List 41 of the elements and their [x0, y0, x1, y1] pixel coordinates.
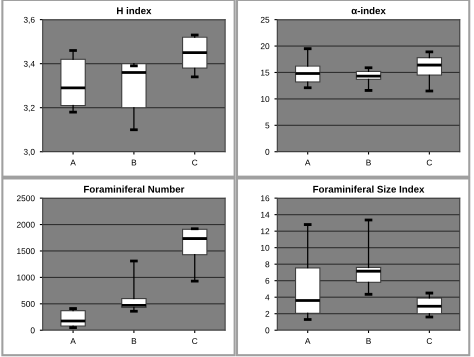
- y-tick-label: 10: [261, 96, 270, 102]
- y-tick-label: 16: [261, 195, 270, 202]
- y-tick-label: 3,0: [24, 148, 35, 156]
- y-tick-label: 3,2: [24, 104, 35, 112]
- y-tick-label: 25: [260, 16, 270, 23]
- y-tick-label: 6: [265, 278, 270, 284]
- x-tick-label: A: [304, 160, 310, 166]
- x-tick-label: A: [70, 160, 76, 166]
- y-tick-label: 0: [265, 148, 270, 155]
- chart-title: Foraminiferal Number: [84, 186, 184, 193]
- chart-title: Foraminiferal Size Index: [313, 186, 424, 193]
- y-tick-label: 8: [265, 261, 270, 268]
- y-tick-label: 2000: [16, 222, 35, 228]
- y-tick-label: 1000: [17, 274, 35, 280]
- chart-title: α-index: [352, 7, 386, 14]
- y-tick-label: 3,4: [24, 60, 35, 68]
- y-tick-label: 3,6: [24, 16, 35, 24]
- y-tick-label: 15: [261, 70, 270, 76]
- y-tick-label: 14: [261, 212, 270, 218]
- x-tick-label: A: [304, 338, 310, 344]
- y-tick-label: 5: [265, 122, 270, 128]
- y-tick-label: 12: [261, 228, 270, 234]
- x-tick-label: C: [192, 338, 198, 344]
- y-tick-label: 0: [30, 327, 35, 334]
- y-tick-label: 20: [260, 43, 270, 50]
- x-tick-label: B: [366, 160, 371, 166]
- x-tick-label: C: [426, 160, 432, 166]
- x-tick-label: C: [426, 338, 432, 344]
- y-tick-label: 4: [265, 294, 270, 300]
- y-tick-label: 10: [261, 244, 270, 251]
- x-tick-label: A: [70, 338, 76, 344]
- y-tick-label: 2: [265, 310, 270, 317]
- x-tick-label: C: [192, 160, 198, 166]
- x-tick-label: B: [132, 160, 136, 166]
- y-tick-label: 0: [265, 327, 270, 334]
- chart-title: H index: [117, 7, 152, 14]
- x-tick-label: B: [132, 338, 136, 344]
- x-tick-label: B: [366, 338, 371, 344]
- y-tick-label: 2500: [16, 195, 35, 202]
- y-tick-label: 500: [21, 301, 35, 307]
- y-tick-label: 1500: [17, 248, 35, 254]
